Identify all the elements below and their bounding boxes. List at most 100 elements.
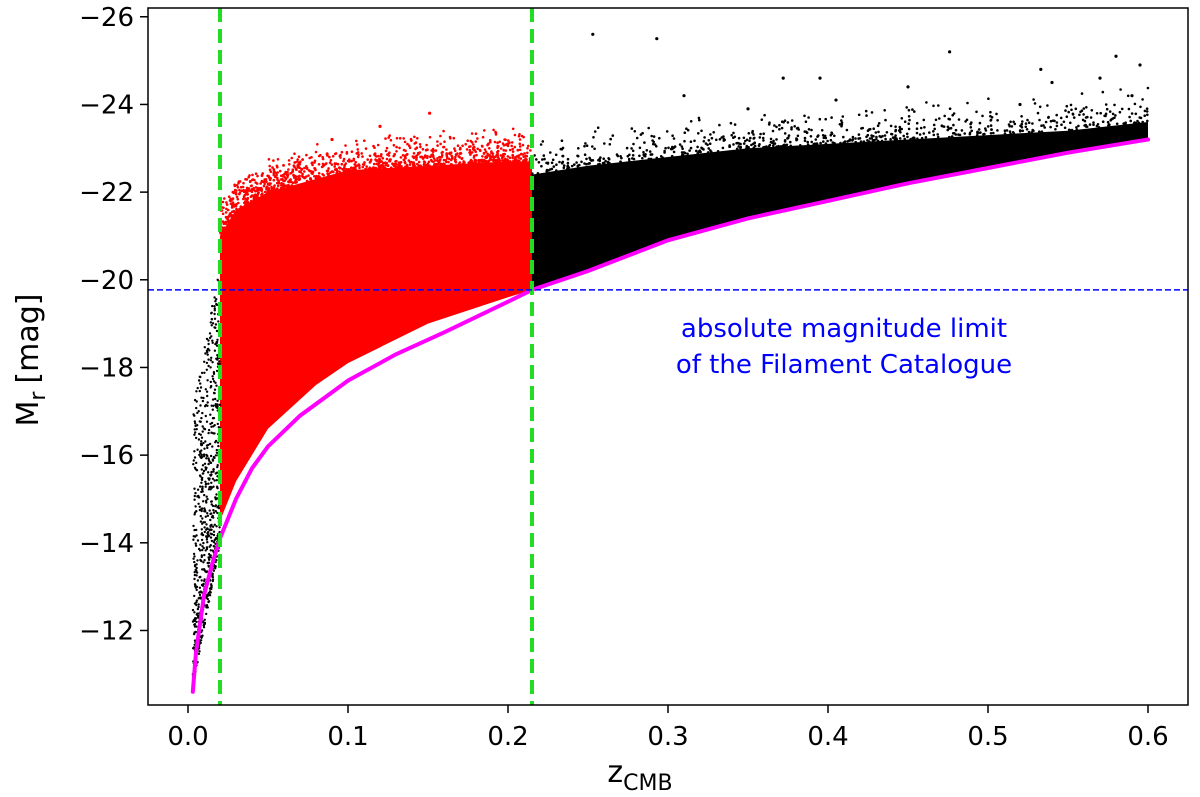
black-data-point [205,361,209,365]
red-data-point [317,176,320,180]
red-data-point [263,190,267,194]
black-data-point [193,513,196,516]
red-data-point [362,163,366,166]
red-data-point [314,177,318,180]
black-data-point [215,448,218,452]
black-data-point [723,138,726,142]
black-data-point [202,469,206,473]
red-data-point [224,211,228,214]
black-data-point [787,136,790,140]
black-data-point [210,470,213,474]
black-data-point [201,568,204,571]
red-data-point [381,163,384,167]
black-data-point [940,124,944,127]
black-data-point [1062,120,1066,124]
red-data-point [499,154,503,157]
x-axis-label-sub: CMB [623,771,672,796]
red-data-point [464,142,468,146]
black-data-point [209,359,213,362]
red-data-point [305,153,308,157]
red-data-point [360,152,364,155]
black-data-point [575,161,578,164]
black-data-point [1038,105,1042,109]
black-data-point [199,452,202,455]
black-data-point [199,382,202,385]
black-data-point [851,135,855,139]
black-data-point [907,115,911,118]
red-data-point [474,140,478,143]
black-data-point [193,433,196,436]
black-data-point [1018,129,1022,132]
red-data-point [517,134,521,138]
red-data-point [267,158,271,161]
black-data-point [195,620,198,624]
black-data-point [213,312,216,316]
black-data-point [203,568,206,572]
red-data-point [461,162,464,166]
red-data-point [409,137,413,141]
black-data-point [201,485,204,488]
y-tick-label: −12 [79,616,134,646]
red-data-point [395,136,399,140]
red-data-point [428,135,432,139]
red-data-point [404,149,407,153]
black-data-point [199,386,203,389]
black-data-point [195,400,198,403]
black-data-point [213,523,216,526]
black-data-point [591,145,594,148]
red-data-point [496,154,500,157]
annotation-line-2: of the Filament Catalogue [676,350,1012,380]
black-data-point [205,337,209,341]
black-data-point [218,360,221,363]
black-data-point [195,571,199,574]
black-data-point [1122,122,1125,125]
black-data-point [1146,86,1150,90]
red-data-point [397,161,401,164]
red-data-point [274,175,277,179]
black-data-point [922,132,926,135]
red-data-point [417,152,420,156]
red-data-point [219,232,222,235]
black-data-point [987,97,990,100]
black-data-point [214,510,217,513]
black-data-point [218,403,221,406]
black-data-point [737,145,740,148]
black-data-point [216,465,219,469]
black-data-point [877,130,880,134]
black-data-point [196,386,199,390]
black-data-point [923,126,926,129]
black-data-point [207,535,210,538]
black-data-point [209,474,212,477]
black-data-point [686,152,689,156]
black-data-point [884,137,887,141]
black-data-point [197,438,201,441]
black-data-point [211,525,215,528]
red-data-point [380,160,383,163]
red-data-point [445,148,448,151]
black-data-point [1064,109,1067,112]
black-data-point [1046,104,1049,107]
black-data-point [806,140,809,144]
red-data-point [226,221,230,224]
black-data-point [635,136,639,140]
y-tick-label: −26 [79,3,134,33]
black-data-point [742,142,746,145]
black-data-point [206,597,209,601]
black-data-point [192,557,195,560]
black-data-point [211,408,214,411]
red-data-point [265,188,268,191]
black-data-point [720,136,723,139]
black-data-point [207,553,211,556]
red-outlier-point [378,124,382,128]
red-data-point [285,173,289,177]
black-data-point [946,125,950,129]
red-data-point [511,127,515,131]
red-data-point [272,168,276,171]
red-data-point [287,159,291,162]
black-data-point [1012,120,1015,124]
black-data-point [839,141,842,145]
black-data-point [653,143,657,146]
black-data-point [824,117,827,121]
y-tick-label: −18 [79,353,134,383]
black-data-point [996,119,999,122]
